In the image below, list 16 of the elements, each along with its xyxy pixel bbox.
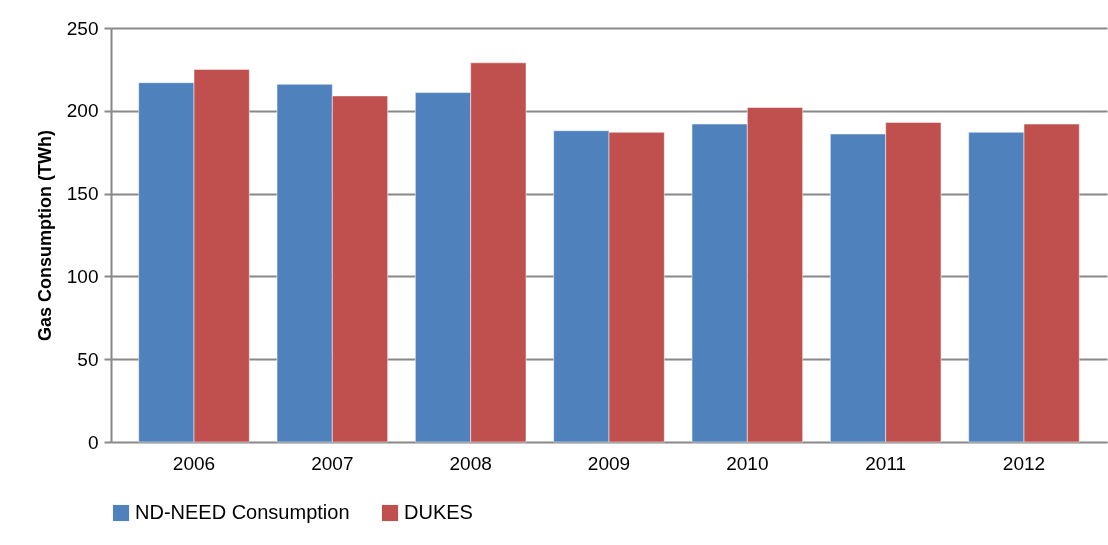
y-axis-title: Gas Consumption (TWh) bbox=[34, 130, 55, 341]
y-tick-label: 250 bbox=[66, 17, 99, 39]
x-tick-label: 2010 bbox=[726, 452, 769, 474]
y-tick-label: 0 bbox=[87, 431, 99, 453]
y-tick-label: 150 bbox=[66, 183, 99, 205]
x-tick-label: 2007 bbox=[311, 452, 354, 474]
y-tick-label: 100 bbox=[66, 265, 99, 287]
legend-label: ND-NEED Consumption bbox=[135, 501, 350, 523]
legend-label: DUKES bbox=[404, 501, 473, 523]
x-tick-label: 2008 bbox=[449, 452, 492, 474]
x-tick-label: 2012 bbox=[1002, 452, 1046, 474]
y-tick-label: 50 bbox=[77, 348, 99, 370]
x-tick-label: 2011 bbox=[865, 452, 907, 474]
y-tick-label: 200 bbox=[66, 100, 99, 122]
x-tick-label: 2009 bbox=[587, 452, 631, 474]
x-tick-label: 2006 bbox=[172, 452, 216, 474]
